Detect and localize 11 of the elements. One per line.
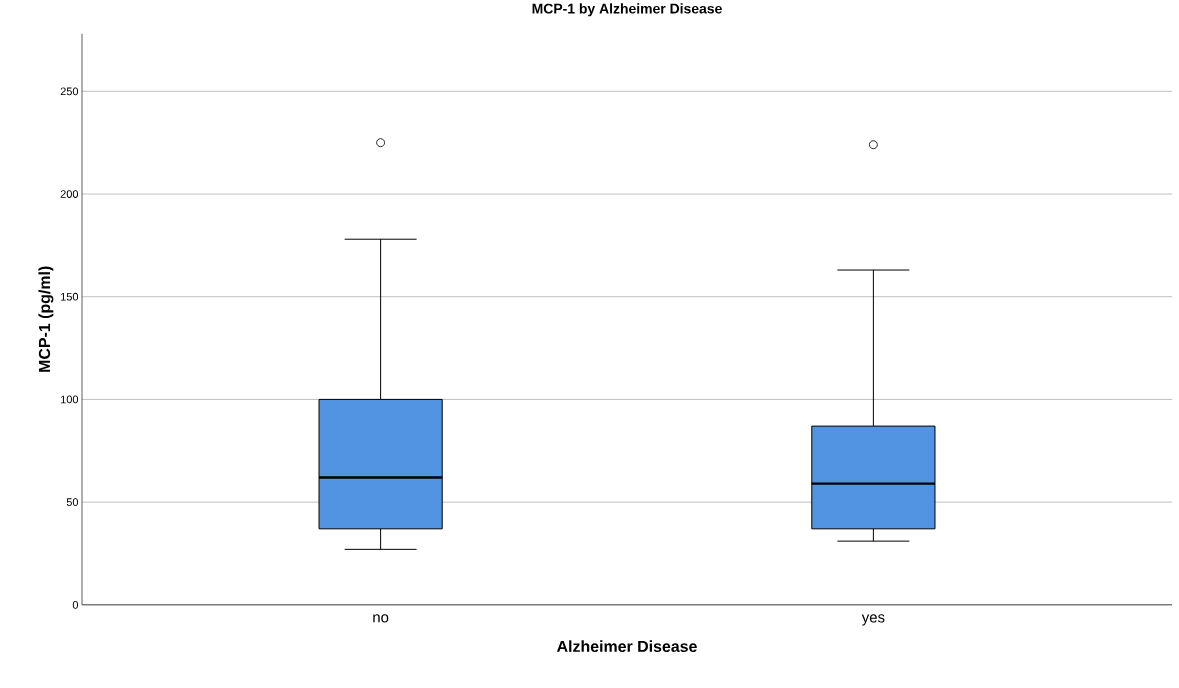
y-tick-label: 150 [61, 292, 79, 301]
y-tick-label: 50 [66, 498, 79, 507]
y-axis-title: MCP-1 (pg/ml) [38, 266, 54, 372]
x-axis-title: Alzheimer Disease [556, 640, 697, 653]
y-tick-label: 100 [61, 395, 79, 404]
y-tick-label: 250 [60, 87, 79, 96]
x-tick-label: yes [861, 614, 885, 626]
y-tick-label: 200 [60, 190, 79, 198]
chart-title: MCP-1 by Alzheimer Disease [532, 3, 722, 17]
y-tick-label: 0 [72, 601, 79, 609]
x-tick-label: no [373, 614, 389, 623]
